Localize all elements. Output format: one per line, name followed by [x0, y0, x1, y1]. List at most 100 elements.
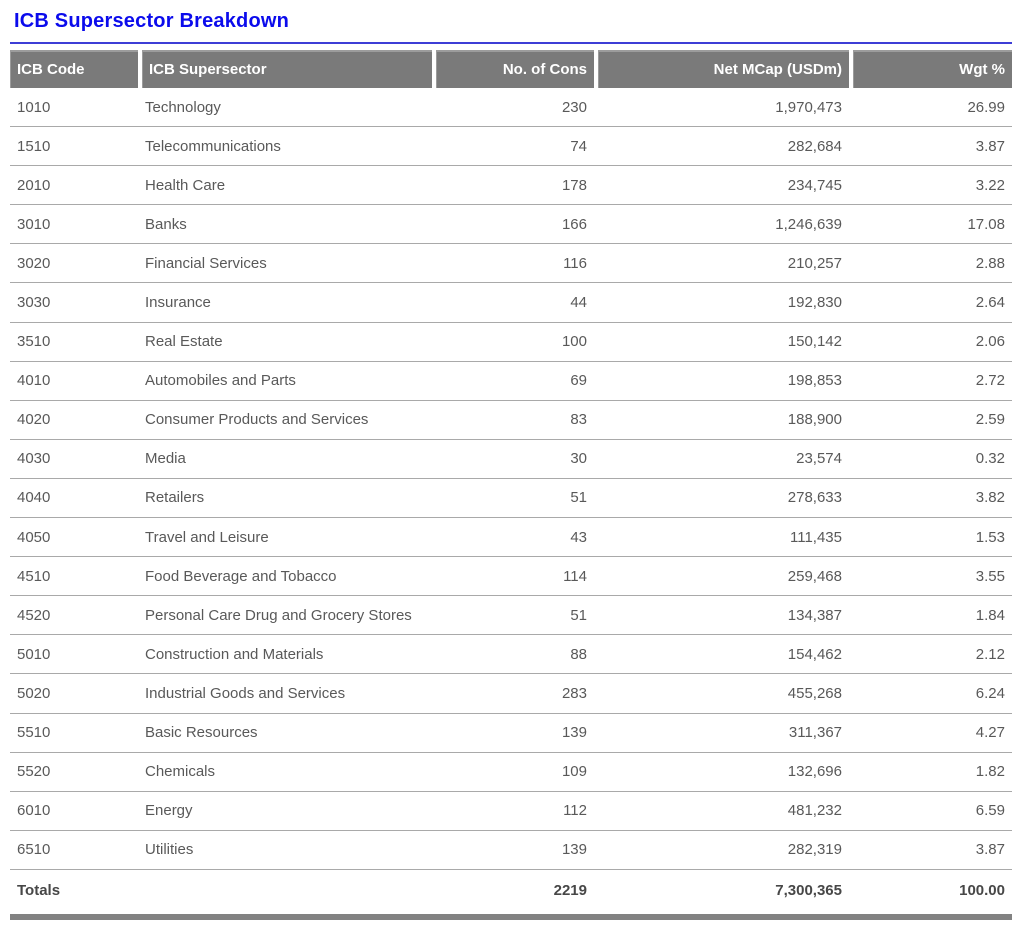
page-title: ICB Supersector Breakdown [14, 10, 290, 32]
code-cell: 1010 [10, 88, 138, 128]
icb-supersector-table: ICB Code ICB Supersector No. of Cons Net… [10, 50, 1012, 911]
wgt-cell: 2.88 [849, 244, 1012, 284]
table-header: ICB Code ICB Supersector No. of Cons Net… [10, 50, 1012, 88]
wgt-cell: 1.53 [849, 518, 1012, 558]
header-no-of-cons: No. of Cons [432, 50, 594, 88]
totals-label: Totals [17, 881, 61, 899]
table-row: 1510 Telecommunications 74 282,684 3.87 [10, 127, 1012, 167]
mcap-cell: 23,574 [594, 440, 849, 479]
supersector-cell: Retailers [138, 479, 432, 519]
totals-row: Totals 2219 7,300,365 100.00 [10, 870, 1012, 911]
mcap-cell: 282,319 [594, 831, 849, 870]
code-cell: 5010 [10, 635, 138, 675]
wgt-cell: 26.99 [849, 88, 1012, 128]
mcap-cell: 1,970,473 [594, 88, 849, 128]
cons-cell: 139 [432, 714, 594, 753]
cons-cell: 112 [432, 792, 594, 831]
mcap-cell: 111,435 [594, 518, 849, 558]
cons-cell: 178 [432, 166, 594, 206]
code-cell: 2010 [10, 166, 138, 206]
mcap-cell: 192,830 [594, 283, 849, 323]
header-icb-supersector: ICB Supersector [138, 50, 432, 88]
table-row: 3510 Real Estate 100 150,142 2.06 [10, 323, 1012, 362]
wgt-cell: 2.12 [849, 635, 1012, 675]
wgt-cell: 17.08 [849, 205, 1012, 245]
wgt-cell: 3.82 [849, 479, 1012, 519]
code-cell: 4520 [10, 596, 138, 636]
wgt-cell: 3.55 [849, 557, 1012, 597]
wgt-cell: 2.72 [849, 362, 1012, 401]
mcap-cell: 455,268 [594, 674, 849, 714]
supersector-cell: Telecommunications [138, 127, 432, 167]
cons-cell: 114 [432, 557, 594, 597]
code-cell: 4010 [10, 362, 138, 401]
cons-cell: 88 [432, 635, 594, 675]
wgt-cell: 2.06 [849, 323, 1012, 362]
code-cell: 4510 [10, 557, 138, 597]
table-row: 3030 Insurance 44 192,830 2.64 [10, 283, 1012, 323]
mcap-cell: 188,900 [594, 401, 849, 440]
code-cell: 3510 [10, 323, 138, 362]
code-cell: 4040 [10, 479, 138, 519]
code-cell: 1510 [10, 127, 138, 167]
table-row: 5020 Industrial Goods and Services 283 455,… [10, 674, 1012, 714]
cons-cell: 230 [432, 88, 594, 128]
code-cell: 4020 [10, 401, 138, 440]
table-row: 4030 Media 30 23,574 0.32 [10, 440, 1012, 479]
wgt-cell: 3.87 [849, 831, 1012, 870]
supersector-cell: Food Beverage and Tobacco [138, 557, 432, 597]
totals-cons: 2219 [553, 881, 587, 899]
mcap-cell: 311,367 [594, 714, 849, 753]
table-body: 1010 Technology 230 1,970,473 26.99 1510 Telec… [10, 88, 1012, 911]
code-cell: 4030 [10, 440, 138, 479]
supersector-cell: Utilities [138, 831, 432, 870]
table-row: 5510 Basic Resources 139 311,367 4.27 [10, 714, 1012, 753]
wgt-cell: 2.64 [849, 283, 1012, 323]
code-cell: 4050 [10, 518, 138, 558]
header-icb-code: ICB Code [10, 50, 138, 88]
mcap-cell: 154,462 [594, 635, 849, 675]
table-row: 5010 Construction and Materials 88 154,462 2… [10, 635, 1012, 675]
mcap-cell: 282,684 [594, 127, 849, 167]
wgt-cell: 6.59 [849, 792, 1012, 831]
supersector-cell: Insurance [138, 283, 432, 323]
supersector-cell: Travel and Leisure [138, 518, 432, 558]
header-wgt-pct: Wgt % [849, 50, 1012, 88]
wgt-cell: 1.84 [849, 596, 1012, 636]
cons-cell: 116 [432, 244, 594, 284]
cons-cell: 166 [432, 205, 594, 245]
code-cell: 5510 [10, 714, 138, 753]
cons-cell: 139 [432, 831, 594, 870]
header-row: ICB Code ICB Supersector No. of Cons Net… [10, 50, 1012, 88]
wgt-cell: 3.22 [849, 166, 1012, 206]
cons-cell: 100 [432, 323, 594, 362]
mcap-cell: 132,696 [594, 753, 849, 792]
supersector-cell: Basic Resources [138, 714, 432, 753]
mcap-cell: 150,142 [594, 323, 849, 362]
supersector-cell: Construction and Materials [138, 635, 432, 675]
cons-cell: 69 [432, 362, 594, 401]
supersector-cell: Industrial Goods and Services [138, 674, 432, 714]
table-row: 3010 Banks 166 1,246,639 17.08 [10, 205, 1012, 245]
cons-cell: 109 [432, 753, 594, 792]
code-cell: 5020 [10, 674, 138, 714]
mcap-cell: 198,853 [594, 362, 849, 401]
supersector-cell: Energy [138, 792, 432, 831]
table-row: 4020 Consumer Products and Services 83 188,… [10, 401, 1012, 440]
code-cell: 6010 [10, 792, 138, 831]
mcap-cell: 134,387 [594, 596, 849, 636]
supersector-cell: Chemicals [138, 753, 432, 792]
supersector-cell: Real Estate [138, 323, 432, 362]
cons-cell: 51 [432, 479, 594, 519]
cons-cell: 43 [432, 518, 594, 558]
supersector-cell: Consumer Products and Services [138, 401, 432, 440]
table-row: 6010 Energy 112 481,232 6.59 [10, 792, 1012, 831]
cons-cell: 283 [432, 674, 594, 714]
cons-cell: 30 [432, 440, 594, 479]
code-cell: 3020 [10, 244, 138, 284]
table-row: 4040 Retailers 51 278,633 3.82 [10, 479, 1012, 519]
mcap-cell: 481,232 [594, 792, 849, 831]
mcap-cell: 259,468 [594, 557, 849, 597]
mcap-cell: 234,745 [594, 166, 849, 206]
